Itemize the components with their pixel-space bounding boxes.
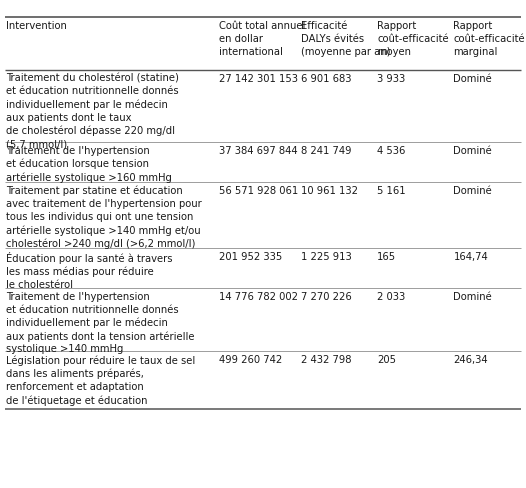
- Text: 499 260 742: 499 260 742: [219, 355, 282, 365]
- Text: Dominé: Dominé: [453, 292, 492, 302]
- Text: 2 033: 2 033: [377, 292, 406, 302]
- Text: Dominé: Dominé: [453, 74, 492, 83]
- Text: 6 901 683: 6 901 683: [301, 74, 351, 83]
- Text: Efficacité
DALYs évités
(moyenne par an): Efficacité DALYs évités (moyenne par an): [301, 21, 390, 57]
- Text: Dominé: Dominé: [453, 146, 492, 156]
- Text: 10 961 132: 10 961 132: [301, 186, 358, 196]
- Text: 27 142 301 153: 27 142 301 153: [219, 74, 298, 83]
- Text: Coût total annuel
en dollar
international: Coût total annuel en dollar internationa…: [219, 21, 306, 57]
- Text: Dominé: Dominé: [453, 186, 492, 196]
- Text: 1 225 913: 1 225 913: [301, 252, 351, 262]
- Text: 205: 205: [377, 355, 396, 365]
- Text: 14 776 782 002: 14 776 782 002: [219, 292, 298, 302]
- Text: Traitement par statine et éducation
avec traitement de l'hypertension pour
tous : Traitement par statine et éducation avec…: [6, 186, 202, 249]
- Text: 7 270 226: 7 270 226: [301, 292, 351, 302]
- Text: Éducation pour la santé à travers
les mass médias pour réduire
le cholestérol: Éducation pour la santé à travers les ma…: [6, 252, 173, 290]
- Text: Traitement du cholestérol (statine)
et éducation nutritionnelle donnés
individue: Traitement du cholestérol (statine) et é…: [6, 74, 179, 149]
- Text: Traitement de l'hypertension
et éducation lorsque tension
artérielle systolique : Traitement de l'hypertension et éducatio…: [6, 146, 172, 183]
- Text: 164,74: 164,74: [453, 252, 488, 262]
- Text: Rapport
coût-efficacité
moyen: Rapport coût-efficacité moyen: [377, 21, 449, 57]
- Text: 165: 165: [377, 252, 396, 262]
- Text: 246,34: 246,34: [453, 355, 488, 365]
- Text: 3 933: 3 933: [377, 74, 406, 83]
- Text: 4 536: 4 536: [377, 146, 406, 156]
- Text: 56 571 928 061: 56 571 928 061: [219, 186, 299, 196]
- Text: 37 384 697 844: 37 384 697 844: [219, 146, 298, 156]
- Text: 5 161: 5 161: [377, 186, 406, 196]
- Text: 2 432 798: 2 432 798: [301, 355, 351, 365]
- Text: Intervention: Intervention: [6, 21, 67, 31]
- Text: Rapport
coût-efficacité
marginal: Rapport coût-efficacité marginal: [453, 21, 525, 57]
- Text: Traitement de l'hypertension
et éducation nutritionnelle donnés
individuellement: Traitement de l'hypertension et éducatio…: [6, 292, 195, 354]
- Text: 8 241 749: 8 241 749: [301, 146, 351, 156]
- Text: Législation pour réduire le taux de sel
dans les aliments préparés,
renforcement: Législation pour réduire le taux de sel …: [6, 355, 196, 406]
- Text: 201 952 335: 201 952 335: [219, 252, 282, 262]
